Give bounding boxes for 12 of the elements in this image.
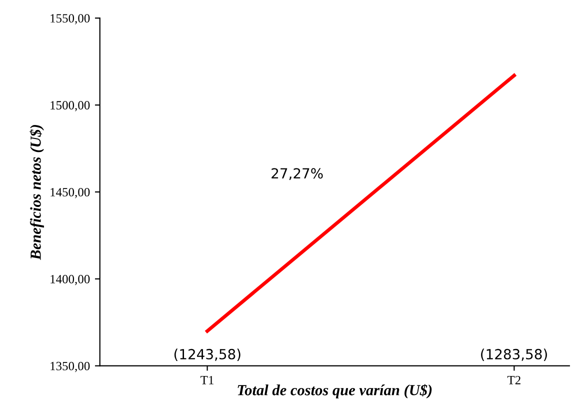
y-tick-label: 1450,00 (50, 188, 90, 198)
annotation: (1243,58) (174, 348, 240, 362)
y-axis-title: Beneficios netos (U$) (30, 125, 44, 260)
annotation: 27,27% (272, 168, 323, 180)
annotation: (1283,58) (481, 348, 547, 362)
y-tick-label: 1500,00 (50, 101, 90, 112)
x-axis-title: Total de costos que varían (U$) (238, 384, 432, 398)
x-tick-label: T2 (507, 376, 520, 384)
x-tick-label: T1 (200, 376, 214, 384)
y-tick-label: 1350,00 (50, 362, 90, 372)
y-tick-label: 1550,00 (50, 14, 90, 24)
y-tick-label: 1400,00 (50, 274, 90, 286)
